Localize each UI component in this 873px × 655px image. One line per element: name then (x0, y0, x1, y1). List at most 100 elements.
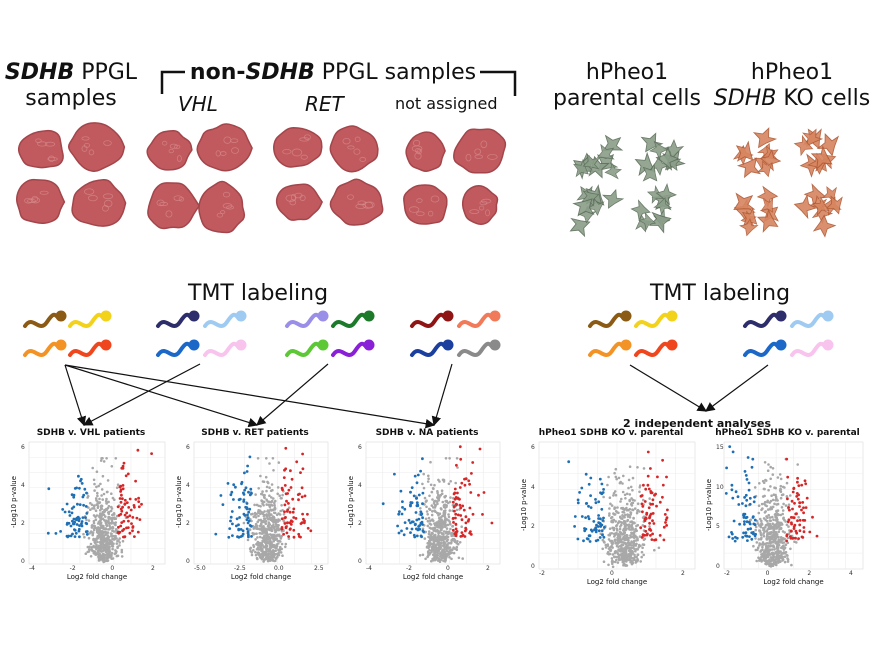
ns-point (95, 498, 98, 502)
ns-point (443, 546, 446, 549)
up-point (294, 517, 298, 520)
ns-point (608, 514, 611, 517)
ns-point (753, 486, 757, 489)
ns-point (278, 519, 281, 522)
down-point (396, 524, 399, 528)
ns-point (97, 484, 100, 488)
ns-point (276, 553, 280, 557)
up-point (481, 513, 484, 516)
down-point (598, 536, 602, 539)
ns-point (445, 549, 449, 553)
down-point (68, 514, 72, 517)
down-point (80, 524, 84, 528)
up-point (662, 525, 666, 529)
up-point (126, 472, 130, 476)
down-point (410, 501, 414, 505)
ns-point (424, 557, 427, 561)
ns-point (634, 549, 637, 553)
x-tick-label: 2 (151, 565, 155, 572)
up-point (119, 500, 123, 504)
down-point (580, 486, 584, 490)
down-point (76, 515, 80, 519)
up-point (801, 501, 805, 504)
ns-point (607, 563, 610, 567)
ns-point (610, 544, 613, 548)
down-point (586, 515, 590, 518)
up-point (452, 492, 456, 496)
down-point (69, 534, 73, 538)
y-tick-label: 2 (186, 520, 190, 527)
ns-point (793, 540, 796, 543)
up-point (652, 522, 656, 525)
up-point (288, 510, 292, 514)
down-point (421, 491, 425, 495)
ns-point (614, 541, 617, 545)
down-point (731, 537, 735, 540)
ns-point (633, 547, 636, 551)
tmt-tag-icon (331, 310, 375, 328)
y-tick-label: 4 (531, 483, 535, 491)
up-point (787, 506, 790, 509)
up-point (795, 492, 799, 495)
down-point (743, 522, 746, 526)
down-point (748, 522, 752, 526)
ns-point (263, 496, 266, 500)
ns-point (252, 515, 256, 518)
ns-point (433, 499, 437, 503)
down-point (249, 524, 253, 528)
ns-point (277, 551, 281, 554)
ns-point (274, 518, 278, 522)
ns-point (103, 553, 107, 557)
ns-point (608, 496, 612, 500)
up-point (651, 498, 655, 502)
up-point (787, 518, 791, 522)
ns-point (632, 516, 635, 520)
cell-cluster-icon (569, 184, 625, 238)
down-point (733, 539, 737, 543)
ns-point (436, 512, 440, 515)
ns-point (762, 534, 766, 538)
ns-point (435, 538, 439, 542)
up-point (651, 502, 655, 506)
ns-point (607, 533, 610, 537)
down-point (418, 524, 422, 527)
tmt-tag-icon (156, 310, 200, 328)
ns-point (635, 529, 638, 532)
ns-point (92, 478, 96, 482)
ns-point (257, 487, 261, 490)
tmt-tag-icon (156, 339, 200, 357)
ns-point (115, 542, 119, 545)
ns-point (106, 490, 109, 494)
ns-point (437, 549, 441, 553)
ns-point (621, 482, 624, 485)
y-tick-label: 10 (716, 483, 724, 491)
ns-point (636, 548, 639, 551)
ns-point (759, 558, 763, 561)
ns-point (263, 545, 267, 548)
ns-point (772, 560, 776, 564)
down-point (750, 537, 754, 541)
ns-point (445, 535, 449, 538)
ns-point (623, 524, 627, 528)
down-point (584, 472, 588, 476)
ns-point (625, 552, 628, 555)
ns-point (438, 560, 442, 563)
y-tick-label: 6 (358, 444, 362, 451)
ns-point (421, 527, 425, 531)
down-point (417, 517, 421, 521)
ns-point (636, 466, 639, 469)
ns-point (263, 534, 266, 537)
volcano-plot (193, 441, 329, 565)
ns-point (427, 477, 430, 481)
down-point (78, 524, 81, 527)
ns-point (762, 481, 766, 485)
up-point (135, 516, 139, 520)
ns-point (627, 554, 631, 558)
ns-point (277, 461, 281, 464)
down-point (403, 521, 407, 524)
up-point (482, 491, 486, 494)
ns-point (627, 523, 631, 526)
ns-point (268, 548, 272, 552)
ns-point (780, 522, 784, 525)
cell-cluster-icon (630, 182, 678, 234)
